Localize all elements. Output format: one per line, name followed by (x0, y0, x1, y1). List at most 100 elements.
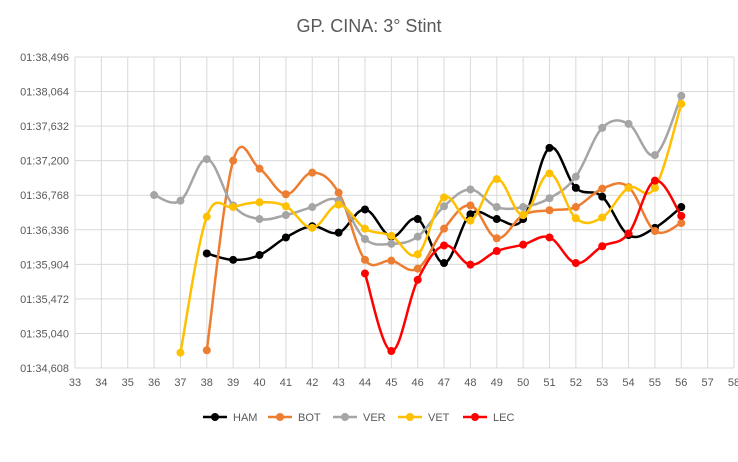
data-point (466, 210, 475, 219)
x-tick-label: 44 (359, 377, 371, 389)
data-point (255, 164, 264, 173)
series-line (179, 103, 683, 353)
x-tick-label: 33 (69, 377, 81, 389)
data-point (281, 202, 290, 211)
x-tick-label: 36 (148, 377, 160, 389)
legend-item-lec: LEC (463, 412, 514, 424)
x-tick-label: 53 (596, 377, 608, 389)
series-ver (150, 91, 686, 248)
data-point (150, 191, 159, 200)
y-tick-label: 01:37,200 (20, 156, 69, 168)
x-tick-label: 52 (570, 377, 582, 389)
series-lines (150, 91, 686, 357)
data-point (413, 250, 422, 259)
legend-label: LEC (493, 412, 514, 424)
data-point (202, 155, 211, 164)
x-tick-label: 45 (385, 377, 397, 389)
x-tick-label: 49 (491, 377, 503, 389)
data-point (624, 229, 633, 238)
data-point (202, 346, 211, 355)
data-point (255, 215, 264, 224)
data-point (598, 123, 607, 132)
data-point (440, 241, 449, 250)
data-point (571, 259, 580, 268)
data-point (545, 169, 554, 178)
data-point (519, 240, 528, 249)
data-point (677, 203, 686, 212)
legend-swatch-marker (471, 413, 479, 421)
legend-item-ver: VER (333, 412, 386, 424)
x-tick-label: 34 (95, 377, 107, 389)
data-point (571, 172, 580, 181)
data-point (413, 275, 422, 284)
legend-label: HAM (233, 412, 257, 424)
x-tick-label: 35 (122, 377, 134, 389)
legend-label: VET (428, 412, 450, 424)
data-point (334, 228, 343, 237)
data-point (545, 143, 554, 152)
x-tick-label: 39 (227, 377, 239, 389)
x-tick-label: 46 (412, 377, 424, 389)
series-lec (360, 176, 686, 356)
data-point (650, 227, 659, 236)
data-point (334, 188, 343, 197)
y-tick-label: 01:36,768 (20, 190, 69, 202)
x-tick-label: 43 (332, 377, 344, 389)
data-point (360, 205, 369, 214)
x-tick-label: 42 (306, 377, 318, 389)
data-point (650, 176, 659, 185)
data-point (650, 151, 659, 160)
data-point (360, 235, 369, 244)
x-tick-label: 47 (438, 377, 450, 389)
legend: HAM BOT VER VET LEC (203, 412, 514, 424)
x-tick-label: 58 (728, 377, 738, 389)
legend-swatch-marker (276, 413, 284, 421)
data-point (571, 214, 580, 223)
data-point (308, 203, 317, 212)
data-point (308, 223, 317, 232)
data-point (413, 264, 422, 273)
data-point (281, 233, 290, 242)
data-point (677, 91, 686, 100)
y-tick-label: 01:37,632 (20, 121, 69, 133)
x-tick-label: 38 (201, 377, 213, 389)
data-point (255, 251, 264, 260)
data-point (492, 215, 501, 224)
x-tick-label: 40 (253, 377, 265, 389)
legend-item-vet: VET (398, 412, 450, 424)
data-point (624, 183, 633, 192)
data-point (677, 219, 686, 228)
data-point (387, 347, 396, 356)
data-point (440, 224, 449, 233)
data-point (360, 269, 369, 278)
data-point (360, 224, 369, 233)
data-point (519, 211, 528, 220)
data-point (650, 183, 659, 192)
x-tick-label: 56 (675, 377, 687, 389)
x-tick-label: 51 (543, 377, 555, 389)
legend-swatch-marker (341, 413, 349, 421)
data-point (677, 99, 686, 108)
data-point (229, 203, 238, 212)
data-point (492, 234, 501, 243)
data-point (202, 249, 211, 258)
data-point (677, 211, 686, 220)
data-point (545, 206, 554, 215)
series-vet (176, 99, 686, 357)
x-tick-label: 48 (464, 377, 476, 389)
data-point (571, 203, 580, 212)
data-point (598, 184, 607, 193)
data-point (466, 201, 475, 210)
y-tick-label: 01:35,904 (20, 259, 69, 271)
data-point (281, 190, 290, 199)
axis-ticks: 01:34,608 01:35,040 01:35,472 01:35,904 01:3… (20, 52, 738, 389)
data-point (624, 119, 633, 128)
data-point (598, 213, 607, 222)
legend-item-bot: BOT (268, 412, 321, 424)
legend-item-ham: HAM (203, 412, 257, 424)
data-point (229, 255, 238, 264)
y-tick-label: 01:36,336 (20, 225, 69, 237)
chart-title: GP. CINA: 3° Stint (297, 16, 442, 36)
data-point (440, 193, 449, 202)
